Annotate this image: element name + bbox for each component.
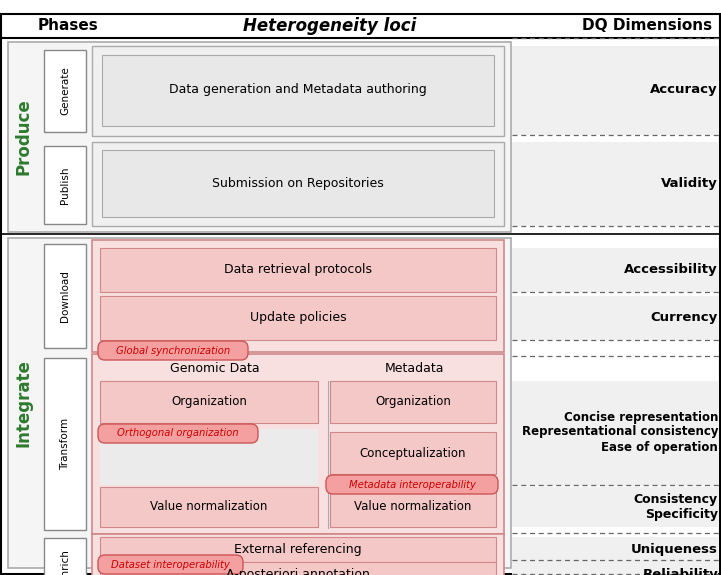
Text: Generate: Generate xyxy=(60,67,70,116)
Bar xyxy=(100,248,496,292)
Text: Dataset interoperability: Dataset interoperability xyxy=(110,559,229,569)
Text: Organization: Organization xyxy=(171,396,247,408)
Text: Accuracy: Accuracy xyxy=(650,83,718,97)
Bar xyxy=(100,537,496,562)
Text: Integrate: Integrate xyxy=(15,359,33,447)
Text: A-posteriori annotation: A-posteriori annotation xyxy=(226,568,370,575)
Bar xyxy=(100,381,318,423)
Bar xyxy=(100,562,496,575)
Text: Conceptualization: Conceptualization xyxy=(360,447,466,459)
Text: Value normalization: Value normalization xyxy=(354,500,472,513)
Bar xyxy=(512,381,718,486)
Text: Global synchronization: Global synchronization xyxy=(116,346,230,355)
Text: Accessibility: Accessibility xyxy=(624,263,718,277)
Text: Data generation and Metadata authoring: Data generation and Metadata authoring xyxy=(169,83,427,97)
Bar xyxy=(44,358,86,530)
Text: Validity: Validity xyxy=(661,177,718,190)
Bar xyxy=(512,296,718,340)
Text: Uniqueness: Uniqueness xyxy=(631,543,718,556)
Text: Download: Download xyxy=(60,270,70,322)
Text: External referencing: External referencing xyxy=(234,543,362,556)
Text: Data retrieval protocols: Data retrieval protocols xyxy=(224,263,372,277)
Bar xyxy=(44,50,86,132)
Text: Organization: Organization xyxy=(375,396,451,408)
Bar xyxy=(44,146,86,224)
Text: DQ Dimensions: DQ Dimensions xyxy=(582,18,712,33)
Text: Currency: Currency xyxy=(651,312,718,324)
Bar xyxy=(92,46,504,136)
Bar xyxy=(100,487,318,527)
Bar xyxy=(330,432,496,474)
FancyBboxPatch shape xyxy=(326,475,498,494)
Bar xyxy=(512,487,718,527)
Bar xyxy=(512,562,718,575)
Bar xyxy=(512,248,718,292)
FancyBboxPatch shape xyxy=(98,555,243,574)
Bar xyxy=(100,296,496,340)
Text: Concise representation
Representational consistency
Ease of operation: Concise representation Representational … xyxy=(521,411,718,454)
Bar xyxy=(92,142,504,226)
Bar xyxy=(102,150,494,217)
Text: Value normalization: Value normalization xyxy=(150,500,267,513)
Text: Enrich: Enrich xyxy=(60,550,70,575)
Bar xyxy=(92,240,504,352)
Bar xyxy=(512,46,718,135)
Bar xyxy=(102,55,494,126)
Bar xyxy=(330,487,496,527)
Text: Metadata: Metadata xyxy=(385,362,445,375)
Text: Produce: Produce xyxy=(15,99,33,175)
Text: Submission on Repositories: Submission on Repositories xyxy=(212,177,384,190)
Bar xyxy=(8,42,511,232)
Text: Update policies: Update policies xyxy=(249,312,346,324)
Text: Metadata interoperability: Metadata interoperability xyxy=(348,480,475,489)
Bar xyxy=(92,534,504,575)
Text: Heterogeneity loci: Heterogeneity loci xyxy=(243,17,417,35)
FancyBboxPatch shape xyxy=(98,424,258,443)
Bar xyxy=(100,429,318,485)
Text: Transform: Transform xyxy=(60,418,70,470)
Bar xyxy=(44,244,86,348)
Bar xyxy=(512,142,718,226)
Text: Reliability: Reliability xyxy=(642,568,718,575)
Bar xyxy=(8,238,511,568)
Text: Phases: Phases xyxy=(38,18,99,33)
Bar xyxy=(330,381,496,423)
Bar xyxy=(92,354,504,534)
FancyBboxPatch shape xyxy=(98,341,248,360)
Text: Publish: Publish xyxy=(60,166,70,204)
Bar xyxy=(512,537,718,562)
Text: Orthogonal organization: Orthogonal organization xyxy=(118,428,239,439)
Text: Consistency
Specificity: Consistency Specificity xyxy=(634,493,718,521)
Bar xyxy=(44,538,86,575)
Text: Genomic Data: Genomic Data xyxy=(170,362,260,375)
